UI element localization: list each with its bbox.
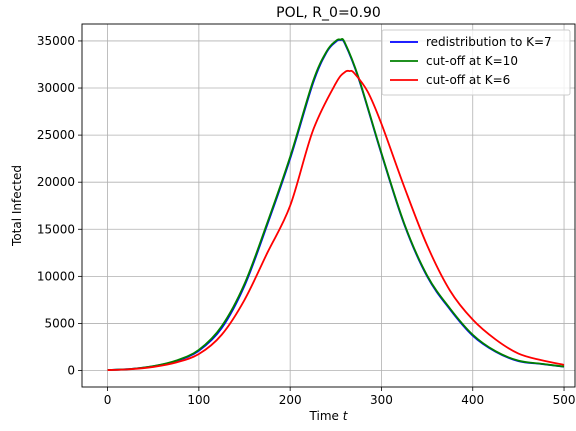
x-axis-title: Time t xyxy=(309,409,349,423)
y-tick-label: 10000 xyxy=(37,269,75,283)
series-line-3 xyxy=(107,69,565,371)
x-tick-label: 100 xyxy=(187,393,210,407)
y-tick-label: 20000 xyxy=(37,175,75,189)
x-tick-label: 400 xyxy=(461,393,484,407)
legend-label-2: cut-off at K=10 xyxy=(426,54,518,68)
series-line-2 xyxy=(107,38,565,371)
x-tick-label: 300 xyxy=(370,393,393,407)
series-lines xyxy=(107,38,565,371)
x-axis-label: Time xyxy=(309,409,339,423)
x-tick-label: 200 xyxy=(279,393,302,407)
y-axis-ticks: 0 5000 10000 15000 20000 25000 30000 35000 xyxy=(37,34,82,378)
legend-box xyxy=(381,29,571,96)
y-tick-label: 30000 xyxy=(37,81,75,95)
y-tick-label: 35000 xyxy=(37,34,75,48)
legend: redistribution to K=7 cut-off at K=10 cut-… xyxy=(381,29,571,96)
x-axis-variable: t xyxy=(343,409,349,423)
x-axis-ticks: 0 100 200 300 400 500 xyxy=(104,387,576,407)
y-tick-label: 15000 xyxy=(37,222,75,236)
y-tick-label: 0 xyxy=(67,364,75,378)
legend-label-3: cut-off at K=6 xyxy=(426,73,510,87)
y-tick-label: 25000 xyxy=(37,128,75,142)
x-tick-label: 0 xyxy=(104,393,112,407)
chart-title: POL, R_0=0.90 xyxy=(276,5,381,21)
y-tick-label: 5000 xyxy=(44,316,75,330)
plot-frame xyxy=(81,23,576,388)
y-axis-title: Total Infected xyxy=(10,165,24,247)
x-tick-label: 500 xyxy=(553,393,576,407)
legend-label-1: redistribution to K=7 xyxy=(426,35,552,49)
